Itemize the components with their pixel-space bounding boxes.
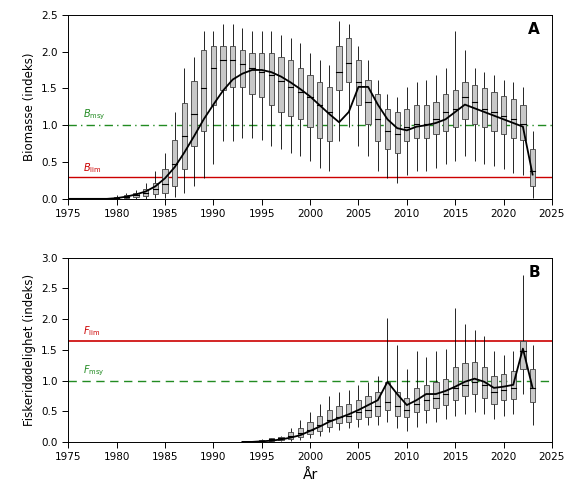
Text: F$_{\mathsf{lim}}$: F$_{\mathsf{lim}}$ — [83, 325, 100, 338]
Bar — [327, 87, 332, 141]
Bar — [191, 81, 197, 146]
Bar — [404, 398, 410, 417]
Bar — [346, 38, 352, 82]
Bar — [356, 60, 361, 105]
Bar — [201, 50, 207, 131]
Bar — [414, 388, 419, 412]
Bar — [462, 363, 468, 396]
Bar — [211, 46, 216, 105]
Bar — [433, 382, 439, 408]
Bar — [249, 53, 255, 94]
Bar — [152, 183, 158, 194]
Bar — [423, 385, 429, 410]
Bar — [433, 102, 439, 134]
Bar — [317, 82, 323, 138]
Bar — [259, 53, 265, 97]
Bar — [452, 367, 458, 400]
Y-axis label: Fiskeridødelighet (indeks): Fiskeridødelighet (indeks) — [23, 274, 36, 426]
Bar — [307, 75, 313, 127]
Bar — [375, 94, 381, 141]
Bar — [394, 392, 400, 416]
Bar — [317, 416, 323, 431]
Text: B$_{\mathsf{msy}}$: B$_{\mathsf{msy}}$ — [83, 108, 106, 122]
X-axis label: År: År — [303, 468, 318, 482]
Bar — [472, 362, 477, 394]
Bar — [423, 105, 429, 138]
Bar — [240, 50, 245, 87]
Bar — [491, 92, 497, 131]
Bar — [510, 99, 516, 138]
Bar — [336, 407, 342, 423]
Bar — [491, 376, 497, 404]
Bar — [346, 404, 352, 422]
Bar — [336, 46, 342, 90]
Bar — [162, 169, 168, 193]
Text: F$_{\mathsf{msy}}$: F$_{\mathsf{msy}}$ — [83, 364, 105, 378]
Bar — [462, 82, 468, 119]
Bar — [143, 190, 149, 196]
Bar — [385, 382, 390, 410]
Bar — [298, 68, 303, 119]
Bar — [133, 193, 139, 197]
Bar — [501, 375, 506, 400]
Bar — [278, 57, 284, 112]
Bar — [230, 46, 236, 87]
Bar — [288, 432, 294, 439]
Bar — [414, 105, 419, 138]
Bar — [520, 105, 526, 140]
Bar — [259, 440, 265, 441]
Bar — [404, 109, 410, 141]
Bar — [278, 437, 284, 440]
Bar — [307, 422, 313, 434]
Bar — [365, 80, 371, 124]
Bar — [365, 396, 371, 417]
Bar — [385, 109, 390, 149]
Bar — [298, 428, 303, 437]
Bar — [530, 149, 535, 186]
Bar — [269, 438, 274, 441]
Bar — [452, 90, 458, 127]
Bar — [510, 371, 516, 399]
Bar — [443, 380, 448, 405]
Bar — [182, 103, 187, 169]
Bar — [172, 140, 178, 186]
Bar — [394, 112, 400, 153]
Text: B: B — [528, 265, 540, 280]
Bar — [327, 410, 332, 427]
Bar — [530, 370, 535, 402]
Bar — [481, 367, 487, 398]
Bar — [375, 392, 381, 415]
Bar — [269, 53, 274, 105]
Bar — [501, 96, 506, 134]
Bar — [443, 94, 448, 131]
Bar — [481, 88, 487, 127]
Bar — [520, 341, 526, 370]
Bar — [288, 60, 294, 116]
Bar — [123, 195, 129, 198]
Y-axis label: Biomasse (indeks): Biomasse (indeks) — [23, 53, 36, 161]
Bar — [356, 400, 361, 418]
Bar — [220, 46, 226, 90]
Text: B$_{\mathsf{lim}}$: B$_{\mathsf{lim}}$ — [83, 161, 101, 175]
Bar — [472, 85, 477, 124]
Text: A: A — [528, 22, 540, 37]
Bar — [114, 197, 119, 199]
